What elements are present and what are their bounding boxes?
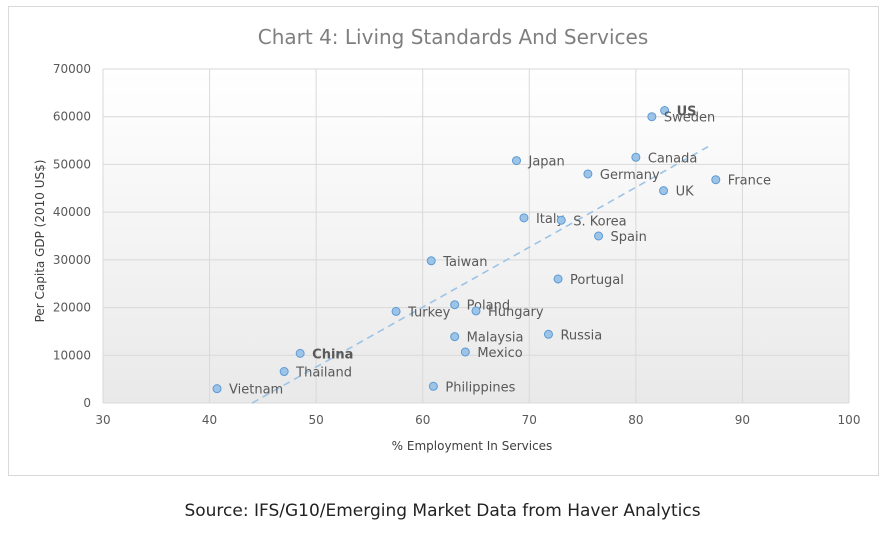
point-label: Germany xyxy=(600,168,660,183)
data-point xyxy=(391,306,401,316)
y-tick-label: 70000 xyxy=(53,62,91,76)
x-axis-title: % Employment In Services xyxy=(392,439,553,453)
data-point xyxy=(460,347,470,357)
point-label: Italy xyxy=(536,212,565,227)
point-label: France xyxy=(728,174,771,189)
point-label: Turkey xyxy=(407,305,451,320)
data-point xyxy=(659,186,669,196)
data-point xyxy=(450,332,460,342)
data-point xyxy=(428,381,438,391)
chart-frame: 30 40 50 60 70 80 90 100 0 10000 20000 30000 40000 50… xyxy=(8,6,879,476)
x-tick-label: 50 xyxy=(309,413,324,427)
point-label: Russia xyxy=(560,328,602,343)
data-point xyxy=(471,306,481,316)
y-tick-label: 50000 xyxy=(53,157,91,171)
data-point xyxy=(426,256,436,266)
point-label: China xyxy=(312,347,353,362)
point-label: Malaysia xyxy=(467,331,524,346)
data-point xyxy=(511,156,521,166)
data-point xyxy=(295,348,305,358)
x-tick-label: 80 xyxy=(628,413,643,427)
point-label: Taiwan xyxy=(442,255,487,270)
data-point xyxy=(711,175,721,185)
y-axis-title: Per Capita GDP (2010 US$) xyxy=(33,160,47,323)
y-tick-label: 30000 xyxy=(53,253,91,267)
point-label: Sweden xyxy=(664,111,715,126)
point-label: Spain xyxy=(611,230,647,245)
point-label: Portugal xyxy=(570,273,624,288)
data-point xyxy=(583,169,593,179)
x-tick-label: 100 xyxy=(838,413,861,427)
data-point xyxy=(594,231,604,241)
x-tick-label: 60 xyxy=(415,413,430,427)
data-point xyxy=(553,274,563,284)
plot-area xyxy=(103,69,849,403)
y-tick-label: 40000 xyxy=(53,205,91,219)
data-point xyxy=(660,106,670,116)
data-point xyxy=(647,112,657,122)
y-tick-label: 10000 xyxy=(53,348,91,362)
point-label: Japan xyxy=(527,155,564,170)
x-tick-label: 30 xyxy=(95,413,110,427)
data-point xyxy=(543,329,553,339)
point-label: Canada xyxy=(648,151,697,166)
chart-svg: 30 40 50 60 70 80 90 100 0 10000 20000 30000 40000 50… xyxy=(33,25,861,453)
point-label: Hungary xyxy=(488,305,544,320)
data-point xyxy=(279,367,289,377)
x-tick-label: 70 xyxy=(522,413,537,427)
y-tick-label: 20000 xyxy=(53,301,91,315)
x-tick-label: 90 xyxy=(735,413,750,427)
point-label: US xyxy=(677,105,697,120)
source-note: Source: IFS/G10/Emerging Market Data fro… xyxy=(184,501,701,521)
point-label: S. Korea xyxy=(573,214,626,229)
y-tick-label: 0 xyxy=(83,396,91,410)
point-label: Thailand xyxy=(295,366,352,381)
data-point xyxy=(212,384,222,394)
data-point xyxy=(556,215,566,225)
point-label: Mexico xyxy=(477,346,522,361)
data-point xyxy=(519,213,529,223)
trendline xyxy=(251,144,711,404)
x-tick-label: 40 xyxy=(202,413,217,427)
point-label: Vietnam xyxy=(229,383,283,398)
data-point xyxy=(631,152,641,162)
data-point xyxy=(450,300,460,310)
y-tick-label: 60000 xyxy=(53,110,91,124)
chart-title: Chart 4: Living Standards And Services xyxy=(258,25,648,49)
point-label: UK xyxy=(676,185,695,200)
point-label: Philippines xyxy=(445,380,515,395)
